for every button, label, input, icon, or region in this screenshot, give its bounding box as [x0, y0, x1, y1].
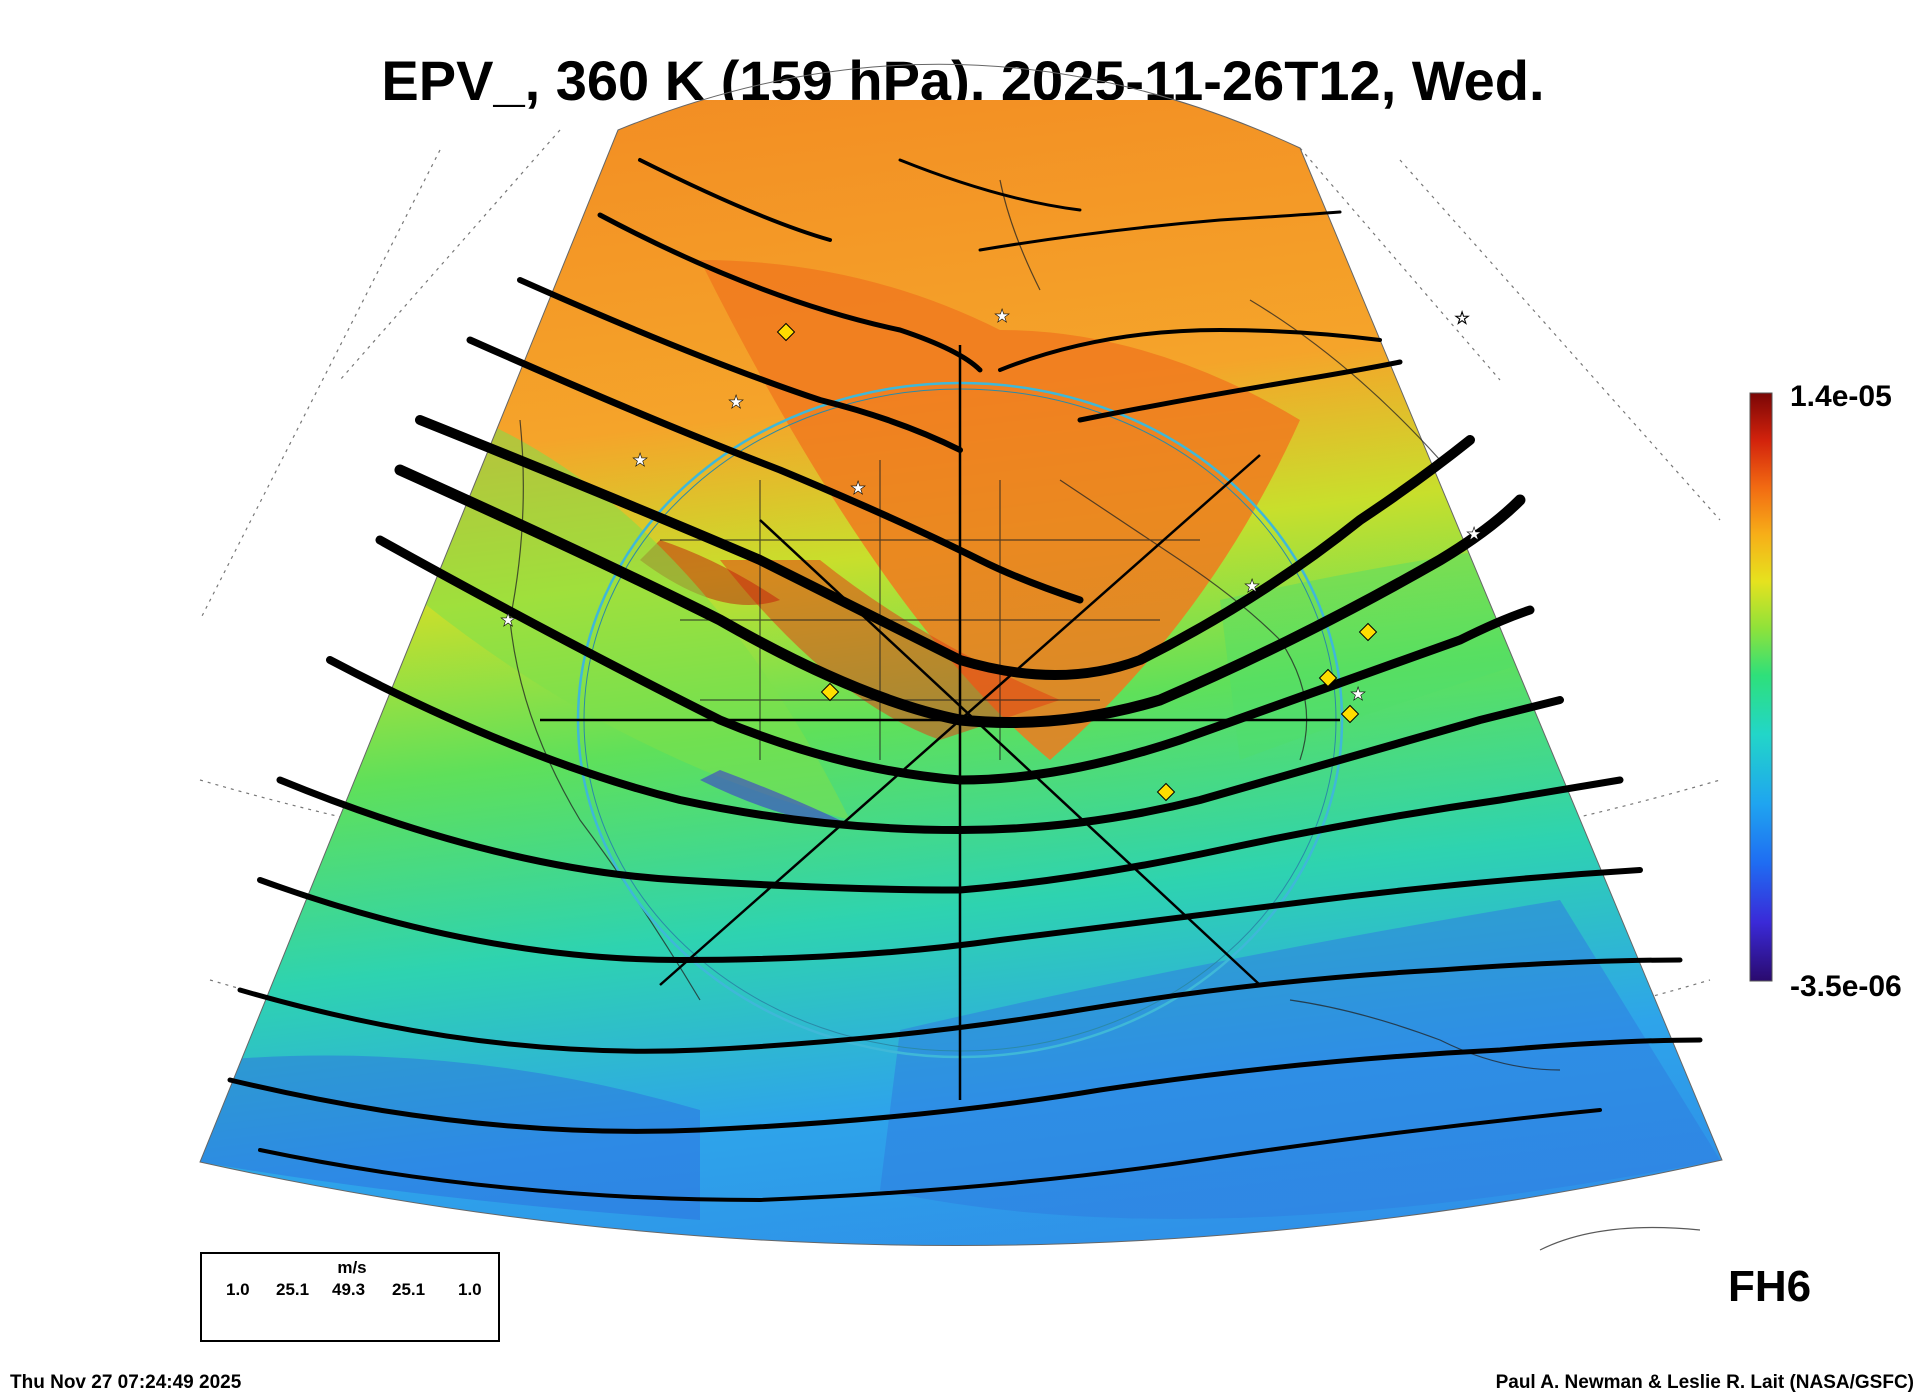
footer-timestamp: Thu Nov 27 07:24:49 2025 — [10, 1372, 242, 1393]
marker-diamond — [820, 682, 840, 702]
legend-value: 25.1 — [392, 1280, 426, 1299]
marker-star: ★ — [500, 610, 516, 631]
legend-units: m/s — [337, 1258, 367, 1277]
marker-star: ★ — [994, 306, 1010, 327]
marker-star: ★ — [632, 450, 648, 471]
marker-diamond — [1156, 782, 1176, 802]
wind-streamlines — [227, 158, 1703, 1203]
marker-star: ★ — [1350, 684, 1366, 705]
footer-credit: Paul A. Newman & Leslie R. Lait (NASA/GS… — [1495, 1372, 1914, 1393]
marker-diamond — [1358, 622, 1378, 642]
station-markers: ★ ★ ★ ★ ★ ★ ★ ★ ☆ — [500, 306, 1482, 802]
wind-legend: m/s 1.0 25.1 49.3 25.1 1.0 — [200, 1252, 500, 1342]
forecast-hour: FH6 — [1728, 1262, 1812, 1311]
marker-diamond — [1318, 668, 1338, 688]
marker-diamond — [776, 322, 796, 342]
legend-value: 25.1 — [276, 1280, 310, 1299]
legend-value: 49.3 — [332, 1280, 366, 1299]
marker-star: ★ — [1244, 576, 1260, 597]
marker-star: ★ — [850, 478, 866, 499]
colorbar — [1749, 392, 1773, 982]
colorbar-max-label: 1.4e-05 — [1790, 380, 1892, 413]
legend-value: 1.0 — [458, 1280, 482, 1299]
marker-star: ★ — [1466, 524, 1482, 545]
marker-star: ★ — [728, 392, 744, 413]
marker-diamond — [1340, 704, 1360, 724]
colorbar-min-label: -3.5e-06 — [1790, 970, 1902, 1003]
marker-star: ☆ — [1454, 308, 1470, 329]
legend-value: 1.0 — [226, 1280, 250, 1299]
